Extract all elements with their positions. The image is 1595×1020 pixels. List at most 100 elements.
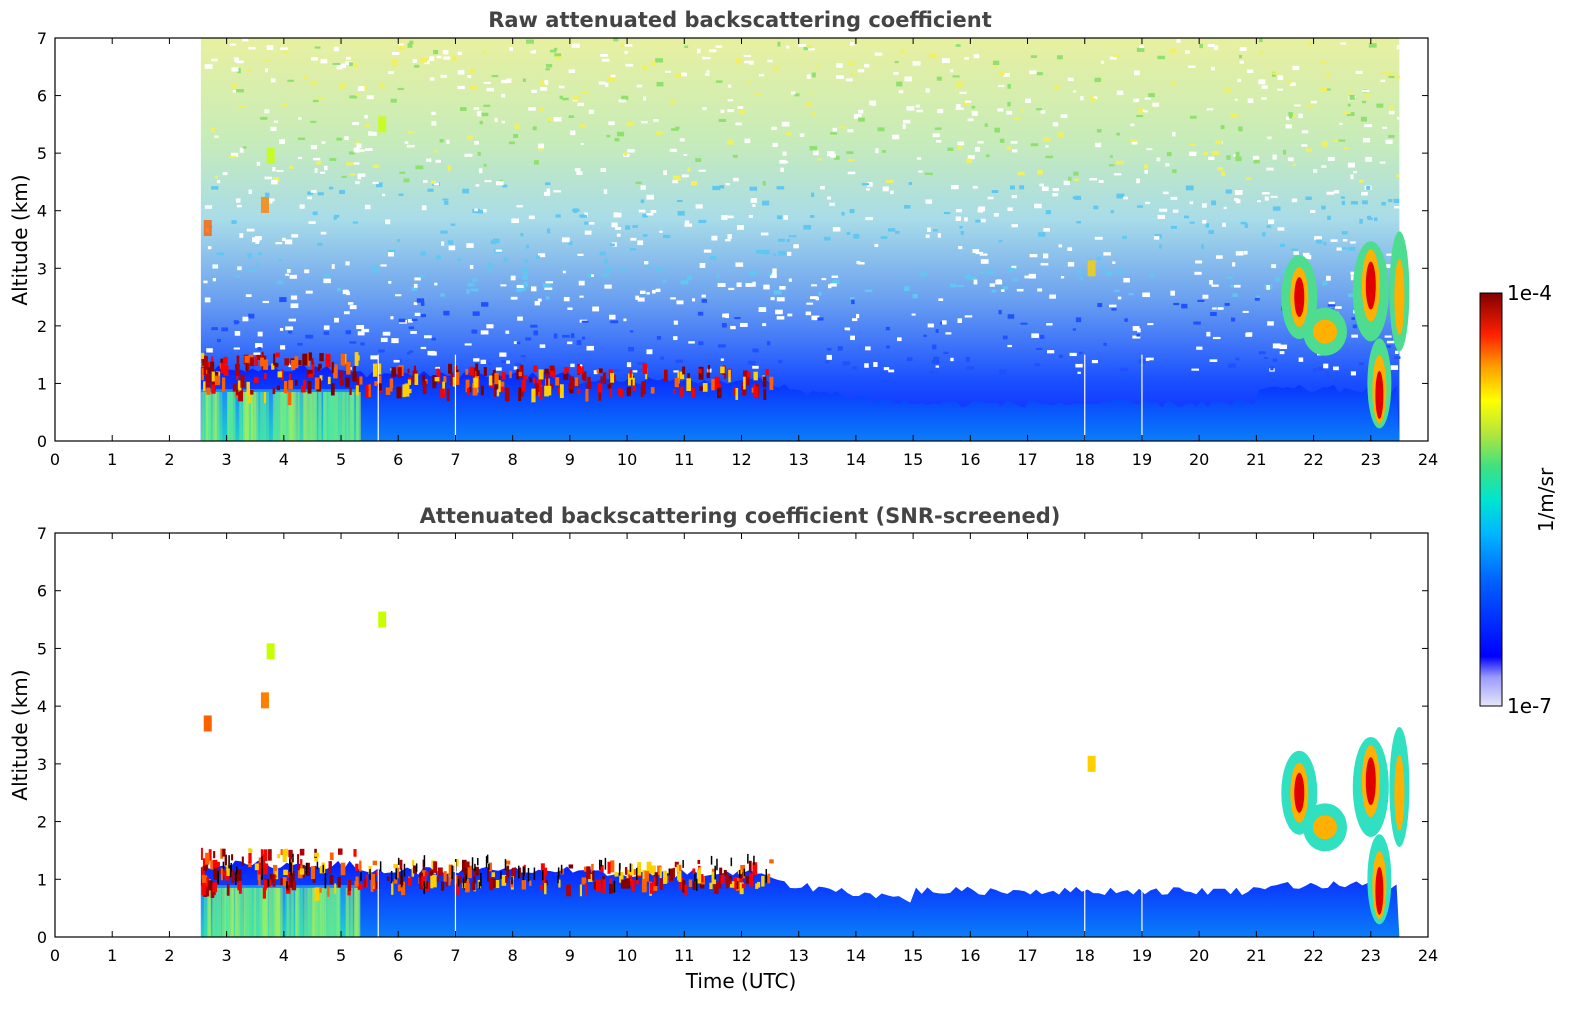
noise-speck xyxy=(555,214,561,218)
bl-echo xyxy=(424,871,429,877)
noise-speck xyxy=(701,294,706,298)
bl-echo xyxy=(318,363,322,369)
noise-speck xyxy=(1313,169,1318,173)
noise-speck xyxy=(568,69,576,74)
noise-speck xyxy=(255,239,260,244)
noise-speck xyxy=(1122,235,1127,239)
noise-speck xyxy=(305,290,313,294)
noise-speck xyxy=(233,347,240,350)
noise-speck xyxy=(680,280,689,285)
mixing-streak xyxy=(251,392,254,441)
noise-speck xyxy=(1235,156,1242,162)
noise-speck xyxy=(475,184,480,187)
noise-speck xyxy=(955,216,961,221)
x-tick-label: 6 xyxy=(393,450,403,469)
noise-speck xyxy=(235,198,241,203)
x-tick-label: 0 xyxy=(50,946,60,965)
x-tick-label: 3 xyxy=(222,946,232,965)
bl-echo xyxy=(203,381,206,392)
bl-echo xyxy=(356,355,360,361)
noise-speck xyxy=(1380,79,1386,82)
noise-speck xyxy=(669,148,677,153)
noise-speck xyxy=(403,178,410,183)
bl-echo xyxy=(212,859,218,869)
bl-echo xyxy=(317,366,321,372)
bl-echo xyxy=(640,386,644,398)
y-tick-label: 2 xyxy=(37,813,47,832)
noise-speck xyxy=(600,53,608,57)
bl-echo xyxy=(500,381,505,388)
noise-speck xyxy=(875,148,879,154)
bl-echo xyxy=(246,381,250,395)
noise-speck xyxy=(346,56,351,60)
noise-speck xyxy=(236,89,244,93)
noise-speck xyxy=(279,297,287,303)
noise-speck xyxy=(980,218,986,223)
bl-echo xyxy=(644,871,649,882)
noise-speck xyxy=(798,44,807,47)
noise-speck xyxy=(943,351,949,354)
noise-speck xyxy=(419,275,426,278)
noise-speck xyxy=(1326,275,1331,281)
noise-speck xyxy=(277,280,284,285)
bl-echo xyxy=(593,881,598,890)
noise-speck xyxy=(316,160,322,165)
bl-echo xyxy=(339,370,343,379)
noise-speck xyxy=(467,283,475,287)
noise-speck xyxy=(1165,163,1170,167)
bl-echo xyxy=(649,882,655,894)
bl-echo xyxy=(437,867,443,877)
bl-echo xyxy=(579,884,582,897)
mixing-streak xyxy=(207,392,212,441)
noise-speck xyxy=(379,83,385,89)
noise-speck xyxy=(308,221,316,225)
noise-speck xyxy=(388,252,395,257)
noise-speck xyxy=(1387,72,1395,77)
bl-echo xyxy=(720,366,725,374)
bl-echo xyxy=(523,375,528,380)
noise-speck xyxy=(1072,328,1076,331)
noise-speck xyxy=(850,335,856,341)
noise-speck xyxy=(545,68,551,71)
noise-speck xyxy=(528,215,535,220)
bl-echo xyxy=(244,355,250,363)
noise-speck xyxy=(1091,359,1098,364)
noise-speck xyxy=(856,260,861,264)
bl-echo xyxy=(475,370,480,379)
noise-speck xyxy=(256,161,261,166)
noise-speck xyxy=(342,289,349,295)
noise-speck xyxy=(1131,141,1138,145)
bl-echo xyxy=(480,385,484,396)
bl-echo xyxy=(305,862,310,876)
noise-speck xyxy=(639,290,646,294)
noise-speck xyxy=(1382,126,1388,129)
bl-echo xyxy=(337,848,343,855)
bl-echo xyxy=(380,388,383,393)
mixing-streak xyxy=(264,887,268,937)
bl-echo-dark xyxy=(457,878,460,887)
noise-speck xyxy=(788,235,797,238)
noise-speck xyxy=(1187,65,1196,68)
noise-speck xyxy=(975,251,984,255)
mixing-streak xyxy=(334,392,339,441)
noise-speck xyxy=(1384,335,1392,338)
noise-speck xyxy=(211,327,218,331)
noise-speck xyxy=(734,317,741,320)
noise-speck xyxy=(684,45,689,48)
y-tick-label: 4 xyxy=(37,697,47,716)
noise-speck xyxy=(641,121,648,124)
bl-echo xyxy=(370,873,376,887)
noise-speck xyxy=(214,175,219,179)
noise-speck xyxy=(1013,117,1022,120)
colorbar-min-label: 1e-7 xyxy=(1507,694,1552,718)
noise-speck xyxy=(865,346,871,351)
mixing-streak xyxy=(231,392,236,441)
x-tick-label: 1 xyxy=(107,450,117,469)
bl-echo-dark xyxy=(462,878,465,888)
noise-speck xyxy=(1002,335,1008,340)
bl-echo xyxy=(464,861,470,868)
bl-echo xyxy=(365,384,370,399)
noise-speck xyxy=(644,261,649,265)
bl-echo-dark xyxy=(618,863,621,876)
noise-speck xyxy=(1314,236,1322,241)
